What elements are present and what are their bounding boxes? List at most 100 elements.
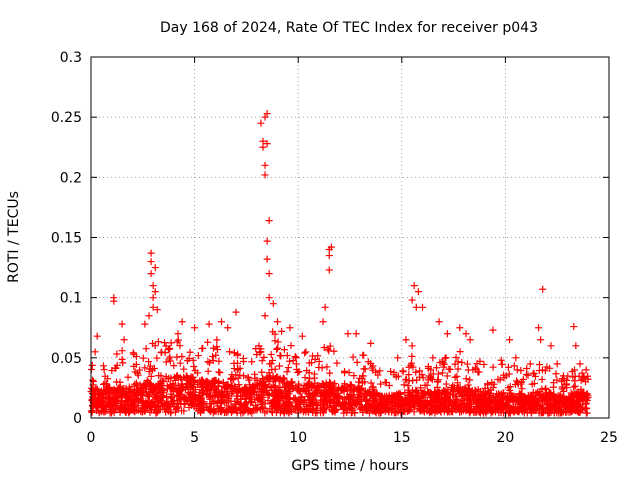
data-point	[235, 399, 243, 407]
data-point	[514, 396, 522, 404]
data-point	[538, 401, 546, 409]
data-point	[153, 392, 161, 400]
data-point	[538, 375, 546, 383]
data-point	[301, 396, 309, 404]
data-point	[208, 383, 216, 391]
data-point	[161, 339, 169, 347]
data-point	[286, 357, 294, 365]
data-point	[219, 379, 227, 387]
data-point	[577, 376, 585, 384]
data-point	[352, 330, 360, 338]
data-point	[325, 266, 333, 274]
data-point	[553, 400, 561, 408]
data-point	[442, 405, 450, 413]
data-point	[417, 384, 425, 392]
data-point	[433, 390, 441, 398]
data-point	[405, 371, 413, 379]
data-point	[512, 354, 520, 362]
data-point	[546, 389, 554, 397]
data-point	[405, 363, 413, 371]
data-point	[394, 391, 402, 399]
data-point	[173, 353, 181, 361]
data-point	[131, 368, 139, 376]
data-point	[246, 381, 254, 389]
data-point	[536, 361, 544, 369]
data-point	[373, 390, 381, 398]
data-point	[123, 397, 131, 405]
data-point	[404, 382, 412, 390]
data-point	[241, 383, 249, 391]
data-point	[133, 389, 141, 397]
data-point	[117, 398, 125, 406]
data-point	[149, 282, 157, 290]
data-point	[331, 386, 339, 394]
data-point	[477, 404, 485, 412]
data-point	[143, 400, 151, 408]
data-point	[271, 330, 279, 338]
data-point	[452, 395, 460, 403]
data-point	[186, 348, 194, 356]
data-point	[306, 402, 314, 410]
data-point	[526, 360, 534, 368]
data-point	[331, 408, 339, 416]
data-point	[558, 378, 566, 386]
data-point	[381, 396, 389, 404]
data-point	[369, 383, 377, 391]
data-point	[261, 161, 269, 169]
data-point	[204, 367, 212, 375]
data-point	[115, 405, 123, 413]
data-point	[562, 403, 570, 411]
data-point	[166, 357, 174, 365]
data-point	[166, 345, 174, 353]
grid-lines	[91, 57, 609, 418]
data-point	[263, 237, 271, 245]
data-point	[429, 354, 437, 362]
data-point	[331, 401, 339, 409]
data-point	[330, 393, 338, 401]
data-point	[302, 348, 310, 356]
data-point	[405, 397, 413, 405]
data-point	[480, 360, 488, 368]
data-point	[546, 364, 554, 372]
data-point	[116, 383, 124, 391]
data-point	[240, 357, 248, 365]
data-point	[191, 385, 199, 393]
data-point	[130, 397, 138, 405]
data-point	[291, 353, 299, 361]
data-point	[141, 364, 149, 372]
data-point	[108, 367, 116, 375]
data-point	[363, 388, 371, 396]
data-point	[433, 397, 441, 405]
data-point	[489, 363, 497, 371]
data-point	[394, 372, 402, 380]
data-point	[438, 358, 446, 366]
x-tick-label: 10	[289, 430, 307, 446]
data-point	[198, 345, 206, 353]
data-point	[278, 327, 286, 335]
data-point	[520, 409, 528, 417]
data-point	[426, 409, 434, 417]
data-point	[318, 380, 326, 388]
data-point	[103, 403, 111, 411]
data-point	[101, 380, 109, 388]
data-point	[157, 372, 165, 380]
data-point	[215, 368, 223, 376]
data-point	[174, 388, 182, 396]
data-point	[147, 386, 155, 394]
data-point	[285, 383, 293, 391]
data-point	[350, 393, 358, 401]
data-point	[113, 361, 121, 369]
data-point	[461, 388, 469, 396]
data-point	[134, 406, 142, 414]
data-point	[292, 354, 300, 362]
data-point	[436, 402, 444, 410]
data-point	[234, 350, 242, 358]
data-point	[294, 369, 302, 377]
data-point	[267, 360, 275, 368]
data-point	[173, 400, 181, 408]
data-point	[506, 336, 514, 344]
data-point	[484, 402, 492, 410]
data-point	[312, 398, 320, 406]
data-point	[185, 354, 193, 362]
data-point	[96, 391, 104, 399]
